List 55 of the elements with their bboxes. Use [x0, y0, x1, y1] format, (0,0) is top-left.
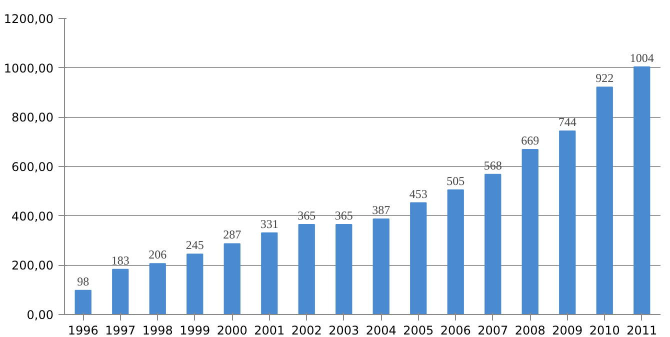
bar — [186, 254, 204, 314]
data-label: 505 — [446, 174, 465, 188]
y-tick-label: 800,00 — [12, 110, 54, 125]
x-tick-label: 2007 — [478, 324, 508, 337]
bar — [634, 66, 650, 314]
data-label: 922 — [596, 71, 614, 86]
data-label: 744 — [558, 114, 576, 129]
data-label: 287 — [223, 228, 242, 242]
x-tick-label: 2004 — [366, 324, 396, 337]
y-tick-label: 0,00 — [26, 308, 54, 322]
x-tick-label: 2009 — [552, 324, 583, 337]
x-tick-label: 2010 — [589, 324, 620, 337]
y-tick-label: 400,00 — [12, 209, 54, 224]
x-tick-label: 1998 — [142, 324, 173, 337]
x-tick-label: 1999 — [180, 324, 210, 337]
bar — [596, 86, 613, 314]
bar — [336, 224, 352, 314]
bar — [522, 148, 538, 314]
x-tick-label: 2001 — [254, 324, 285, 337]
bar — [261, 232, 278, 314]
y-tick-label: 1200,00 — [4, 12, 54, 26]
bar — [484, 174, 502, 314]
data-label: 568 — [484, 158, 502, 172]
bar — [372, 218, 390, 314]
data-label: 1004 — [630, 50, 654, 65]
x-tick-label: 2000 — [216, 324, 248, 337]
data-label: 331 — [260, 216, 278, 231]
bar — [410, 202, 427, 314]
x-tick-label: 2008 — [514, 324, 546, 337]
bar — [447, 189, 464, 314]
y-tick-label: 1000,00 — [4, 61, 54, 76]
x-tick-label: 2003 — [328, 324, 360, 337]
bar — [112, 268, 129, 314]
bar — [224, 243, 240, 314]
x-tick-label: 2006 — [440, 324, 471, 337]
x-tick-label: 1996 — [68, 324, 98, 337]
data-label: 669 — [521, 133, 540, 148]
x-tick-label: 1997 — [105, 324, 136, 337]
data-label: 365 — [298, 208, 316, 222]
data-label: 387 — [372, 203, 390, 218]
data-label: 453 — [409, 186, 428, 201]
data-label: 98 — [77, 274, 90, 288]
y-tick-label: 200,00 — [12, 258, 54, 273]
bar — [74, 290, 92, 314]
bar — [149, 263, 166, 314]
data-label: 183 — [111, 253, 130, 268]
bar — [298, 224, 315, 314]
x-tick-label: 2002 — [291, 324, 322, 337]
x-tick-label: 2011 — [626, 324, 658, 337]
data-label: 245 — [186, 238, 204, 252]
x-tick-label: 2005 — [403, 324, 434, 337]
bar — [559, 130, 576, 314]
data-label: 365 — [334, 208, 353, 222]
data-label: 206 — [148, 248, 167, 262]
y-tick-label: 600,00 — [12, 160, 54, 174]
